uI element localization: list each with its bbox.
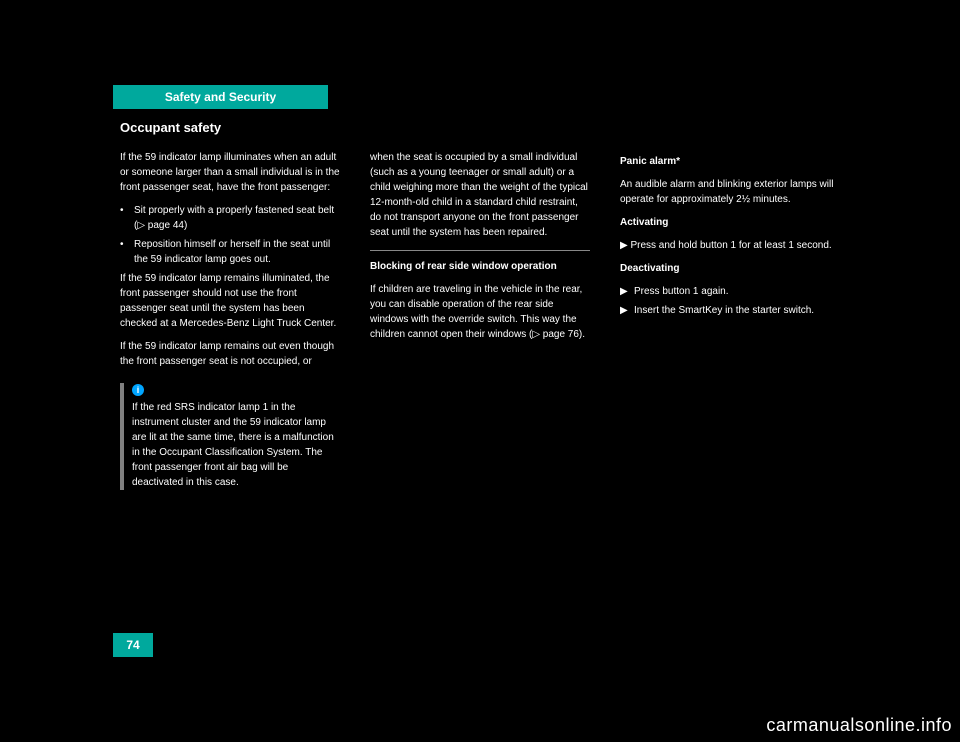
col1-bullet-1-text: Sit properly with a properly fastened se… xyxy=(134,203,340,233)
activating-body: ▶ Press and hold button 1 for at least 1… xyxy=(620,238,840,253)
section-title: Occupant safety xyxy=(120,120,221,135)
watermark: carmanualsonline.info xyxy=(766,715,952,736)
col1-bullet-2-text: Reposition himself or herself in the sea… xyxy=(134,237,340,267)
deactivating-head: Deactivating xyxy=(620,261,840,276)
col2-para-2: If children are traveling in the vehicle… xyxy=(370,282,590,342)
header-tab-label: Safety and Security xyxy=(165,90,276,104)
column-3: Panic alarm* An audible alarm and blinki… xyxy=(620,150,840,498)
col2-para-1: when the seat is occupied by a small ind… xyxy=(370,150,590,240)
bullet-icon: • xyxy=(120,203,134,233)
col1-outro-1: If the 59 indicator lamp remains illumin… xyxy=(120,271,340,331)
deact-bullet-2-text: Insert the SmartKey in the starter switc… xyxy=(634,303,840,318)
bullet-icon: • xyxy=(120,237,134,267)
page-number: 74 xyxy=(126,638,139,652)
col1-intro: If the 59 indicator lamp illuminates whe… xyxy=(120,150,340,195)
activating-head: Activating xyxy=(620,215,840,230)
page-number-tab: 74 xyxy=(113,633,153,657)
col3-para-1: An audible alarm and blinking exterior l… xyxy=(620,177,840,207)
col1-bullet-1: • Sit properly with a properly fastened … xyxy=(120,203,340,233)
col1-bullet-2: • Reposition himself or herself in the s… xyxy=(120,237,340,267)
manual-page: Safety and Security Occupant safety If t… xyxy=(78,55,883,675)
bullet-icon: ▶ xyxy=(620,303,634,318)
note-text: If the red SRS indicator lamp 1 in the i… xyxy=(132,400,340,490)
content-columns: If the 59 indicator lamp illuminates whe… xyxy=(120,150,840,498)
col2-subhead: Blocking of rear side window operation xyxy=(370,259,590,274)
col1-outro-2: If the 59 indicator lamp remains out eve… xyxy=(120,339,340,369)
note-sidebar xyxy=(120,383,124,490)
section-divider xyxy=(370,250,590,251)
info-icon: i xyxy=(132,384,144,396)
note-box: i If the red SRS indicator lamp 1 in the… xyxy=(120,383,340,490)
deact-bullet-1: ▶ Press button 1 again. xyxy=(620,284,840,299)
deact-bullet-1-text: Press button 1 again. xyxy=(634,284,840,299)
header-tab: Safety and Security xyxy=(113,85,328,109)
bullet-icon: ▶ xyxy=(620,284,634,299)
column-2: when the seat is occupied by a small ind… xyxy=(370,150,590,498)
deact-bullet-2: ▶ Insert the SmartKey in the starter swi… xyxy=(620,303,840,318)
column-1: If the 59 indicator lamp illuminates whe… xyxy=(120,150,340,498)
col3-head: Panic alarm* xyxy=(620,154,840,169)
